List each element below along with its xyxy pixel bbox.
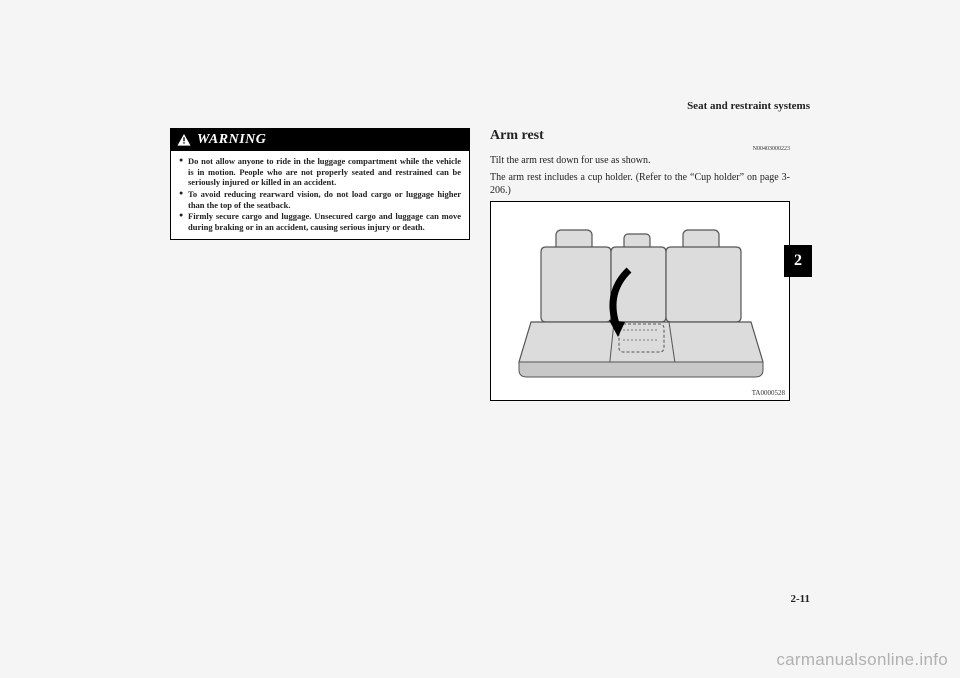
watermark: carmanualsonline.info (776, 650, 948, 670)
manual-page: Seat and restraint systems WARNING Do no… (170, 100, 810, 580)
chapter-tab: 2 (784, 245, 812, 277)
page-number: 2-11 (790, 593, 810, 605)
warning-item: To avoid reducing rearward vision, do no… (179, 189, 461, 210)
body-paragraph: Tilt the arm rest down for use as shown. (490, 154, 790, 167)
figure-code: TA0000528 (752, 389, 785, 397)
warning-item: Do not allow anyone to ride in the lugga… (179, 156, 461, 188)
warning-triangle-icon (177, 134, 191, 146)
body-paragraph: The arm rest includes a cup holder. (Ref… (490, 171, 790, 197)
warning-box: WARNING Do not allow anyone to ride in t… (170, 128, 470, 240)
doc-number: N00403000223 (490, 146, 790, 152)
section-header: Seat and restraint systems (687, 100, 810, 112)
warning-header: WARNING (171, 129, 469, 151)
warning-list: Do not allow anyone to ride in the lugga… (179, 156, 461, 232)
chapter-number: 2 (794, 252, 802, 270)
figure-box: TA0000528 (490, 201, 790, 401)
warning-body: Do not allow anyone to ride in the lugga… (171, 151, 469, 239)
warning-item: Firmly secure cargo and luggage. Unsecur… (179, 211, 461, 232)
warning-label: WARNING (197, 132, 266, 148)
section-heading: Arm rest (490, 128, 790, 144)
seat-illustration (511, 222, 771, 382)
right-column: Arm rest N00403000223 Tilt the arm rest … (490, 128, 790, 401)
left-column: WARNING Do not allow anyone to ride in t… (170, 128, 470, 240)
